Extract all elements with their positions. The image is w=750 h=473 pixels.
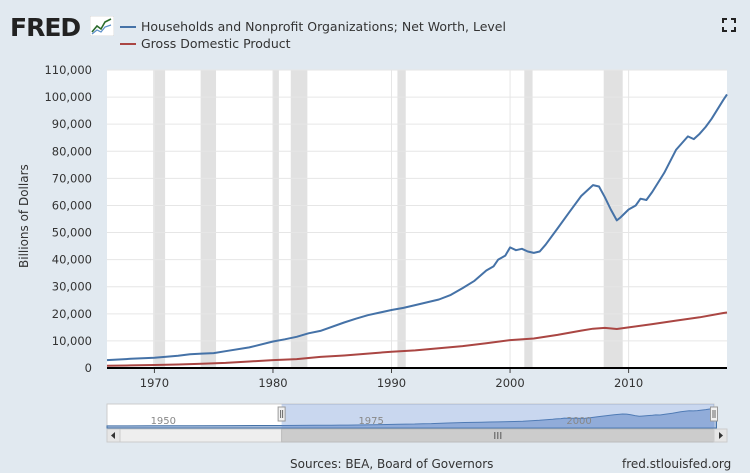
legend-item-net-worth[interactable]: Households and Nonprofit Organizations; … xyxy=(120,18,506,35)
legend-swatch-net-worth xyxy=(120,25,136,28)
legend-item-gdp[interactable]: Gross Domestic Product xyxy=(120,35,506,52)
y-tick-label: 90,000 xyxy=(52,117,92,131)
recession-band xyxy=(603,70,623,368)
recession-band xyxy=(290,70,308,368)
logo-graph-icon xyxy=(90,16,114,36)
y-tick-label: 20,000 xyxy=(52,307,92,321)
x-tick-label: 1990 xyxy=(377,376,406,390)
navigator-tick-label: 1950 xyxy=(151,416,176,427)
navigator-selection xyxy=(281,404,714,428)
y-tick-label: 100,000 xyxy=(44,90,92,104)
chevron-left-icon xyxy=(111,432,115,439)
navigator-handle[interactable] xyxy=(277,406,286,422)
recession-band xyxy=(272,70,279,368)
fullscreen-icon[interactable] xyxy=(722,18,736,32)
fred-logo: FRED xyxy=(10,13,81,42)
x-tick-label: 1970 xyxy=(140,376,169,390)
y-axis-label: Billions of Dollars xyxy=(17,164,31,268)
legend-swatch-gdp xyxy=(120,42,136,45)
y-tick-label: 60,000 xyxy=(52,198,92,212)
y-tick-label: 0 xyxy=(85,361,92,375)
y-tick-label: 10,000 xyxy=(52,334,92,348)
scrollbar-thumb[interactable] xyxy=(281,428,715,443)
site-link[interactable]: fred.stlouisfed.org xyxy=(622,457,732,471)
navigator-tick-label: 1975 xyxy=(358,416,383,427)
navigator-handle[interactable] xyxy=(710,406,718,422)
recession-band xyxy=(153,70,166,368)
x-tick-label: 2000 xyxy=(495,376,524,390)
x-tick-label: 1980 xyxy=(258,376,287,390)
plot-background xyxy=(107,70,727,368)
scroll-right-button[interactable] xyxy=(713,428,728,443)
y-tick-label: 80,000 xyxy=(52,144,92,158)
sources-text: Sources: BEA, Board of Governors xyxy=(290,457,494,471)
legend-label-net-worth: Households and Nonprofit Organizations; … xyxy=(141,19,506,34)
series-line-gdp xyxy=(106,311,728,367)
scrollbar-track xyxy=(106,428,728,443)
series-line-net-worth xyxy=(106,93,728,362)
y-tick-label: 110,000 xyxy=(44,63,92,77)
navigator-background xyxy=(106,403,715,429)
x-tick-label: 2010 xyxy=(614,376,643,390)
y-tick-label: 70,000 xyxy=(52,171,92,185)
navigator-tick-label: 2000 xyxy=(566,416,591,427)
scroll-left-button[interactable] xyxy=(106,428,121,443)
y-tick-label: 30,000 xyxy=(52,280,92,294)
legend-label-gdp: Gross Domestic Product xyxy=(141,36,291,51)
legend: Households and Nonprofit Organizations; … xyxy=(120,18,506,52)
recession-band xyxy=(397,70,406,368)
navigator-series-area xyxy=(106,407,717,429)
recession-band xyxy=(524,70,533,368)
chevron-right-icon xyxy=(719,432,723,439)
y-tick-label: 50,000 xyxy=(52,226,92,240)
recession-band xyxy=(200,70,217,368)
y-tick-label: 40,000 xyxy=(52,253,92,267)
